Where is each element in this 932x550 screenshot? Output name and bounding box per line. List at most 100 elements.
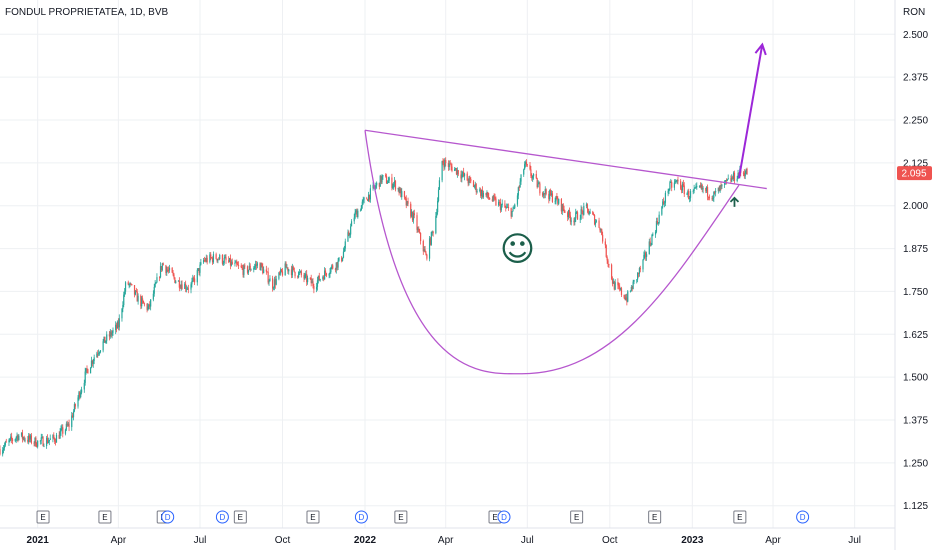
candle-body bbox=[350, 221, 353, 227]
candle-body bbox=[549, 190, 551, 200]
candle-body bbox=[268, 281, 270, 283]
price-axis[interactable]: 2.500 2.375 2.250 2.125 2.000 1.875 1.750 1.625… bbox=[903, 30, 928, 512]
candle-body bbox=[279, 272, 281, 274]
candle-body bbox=[35, 437, 37, 447]
candle-body bbox=[494, 197, 496, 199]
chart-title: FONDUL PROPRIETATEA, 1D, BVB bbox=[5, 7, 169, 18]
candle-body bbox=[249, 265, 251, 271]
candle-body bbox=[18, 435, 20, 440]
candle-body bbox=[247, 269, 250, 273]
candle-body bbox=[269, 278, 271, 282]
candle-body bbox=[707, 196, 710, 198]
candle-body bbox=[505, 207, 507, 209]
candle-body bbox=[329, 272, 331, 275]
candle-body bbox=[555, 195, 557, 202]
candle-body bbox=[639, 268, 641, 270]
candle-body bbox=[651, 235, 653, 245]
candle-body bbox=[469, 177, 471, 180]
candle-body bbox=[0, 449, 1, 455]
candle-body bbox=[601, 229, 603, 235]
candle-body bbox=[606, 256, 608, 261]
candle-body bbox=[54, 438, 56, 442]
candle-body bbox=[55, 441, 57, 443]
earnings-label: E bbox=[652, 513, 657, 522]
candle-body bbox=[422, 241, 424, 252]
candle-body bbox=[435, 216, 437, 234]
candle-body bbox=[237, 264, 239, 266]
time-axis[interactable]: 2021 Apr Jul Oct 2022 Apr Jul Oct 2023 Apr Jul bbox=[27, 535, 862, 546]
candle-body bbox=[198, 268, 200, 273]
candle-body bbox=[360, 205, 363, 211]
drawing-overlays bbox=[364, 42, 767, 375]
candle-body bbox=[548, 193, 550, 200]
candle-body bbox=[462, 171, 464, 175]
candle-body bbox=[142, 300, 145, 304]
candle-body bbox=[112, 330, 114, 333]
candle-body bbox=[733, 172, 736, 181]
price-tick-label: 1.375 bbox=[903, 416, 928, 427]
candle-body bbox=[375, 185, 377, 188]
price-tick-label: 1.625 bbox=[903, 330, 928, 341]
candle-body bbox=[419, 232, 422, 242]
candle-body bbox=[162, 263, 164, 266]
candle-body bbox=[413, 213, 415, 216]
candle-body bbox=[193, 277, 195, 279]
candle-body bbox=[89, 367, 92, 374]
candle-body bbox=[272, 278, 274, 289]
last-price-badge-bg bbox=[897, 166, 932, 181]
candle-body bbox=[680, 188, 683, 191]
candle-body bbox=[278, 272, 280, 279]
candle-body bbox=[90, 360, 93, 368]
candle-body bbox=[692, 190, 694, 192]
candle-body bbox=[712, 197, 714, 199]
candle-body bbox=[98, 353, 100, 355]
time-tick-label: Oct bbox=[602, 535, 618, 546]
candle-body bbox=[167, 269, 169, 271]
candle-body bbox=[61, 427, 63, 429]
candle-body bbox=[401, 191, 403, 198]
time-tick-label: Jul bbox=[848, 535, 861, 546]
candle-body bbox=[713, 191, 715, 198]
candle-body bbox=[123, 294, 125, 306]
candle-body bbox=[507, 206, 510, 209]
candle-body bbox=[436, 212, 438, 217]
candle-body bbox=[388, 177, 390, 181]
candle-body bbox=[404, 197, 406, 199]
candle-body bbox=[111, 332, 113, 336]
candle-body bbox=[407, 201, 409, 204]
candle-body bbox=[254, 264, 257, 267]
candle-body bbox=[215, 254, 217, 259]
candle-body bbox=[121, 308, 123, 319]
candle-body bbox=[312, 281, 314, 287]
candle-body bbox=[570, 220, 572, 222]
candle-body bbox=[29, 435, 32, 440]
candle-body bbox=[398, 188, 400, 193]
candle-body bbox=[46, 437, 48, 447]
candle-body bbox=[174, 277, 176, 283]
candle-body bbox=[636, 279, 638, 281]
candle-body bbox=[65, 423, 67, 430]
candle-body bbox=[510, 208, 512, 217]
candle-body bbox=[152, 293, 154, 300]
candle-body bbox=[367, 194, 370, 202]
candle-body bbox=[322, 276, 324, 280]
candle-body bbox=[472, 181, 475, 187]
candle-body bbox=[161, 263, 163, 271]
candle-body bbox=[147, 306, 149, 310]
candle-body bbox=[543, 193, 545, 195]
candle-body bbox=[667, 191, 669, 193]
candle-body bbox=[186, 288, 189, 290]
candle-body bbox=[316, 280, 319, 287]
candle-body bbox=[456, 170, 458, 175]
candle-body bbox=[649, 241, 651, 246]
candle-body bbox=[131, 284, 133, 286]
candle-body bbox=[79, 392, 81, 398]
candle-body bbox=[83, 382, 85, 390]
candle-body bbox=[560, 198, 562, 212]
candle-body bbox=[43, 446, 45, 447]
dividend-marker bbox=[796, 510, 810, 524]
candle-body bbox=[8, 440, 10, 443]
candle-body bbox=[529, 164, 531, 170]
candle-body bbox=[677, 179, 679, 182]
